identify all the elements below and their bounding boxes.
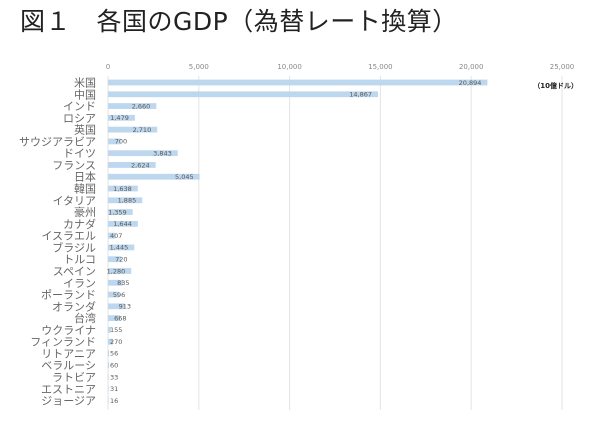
category-label: フィンランド <box>30 336 96 349</box>
bar <box>108 197 143 204</box>
chart-title: 図１ 各国のGDP（為替レート換算） <box>20 7 458 36</box>
data-label: 1,479 <box>110 114 129 122</box>
category-label: サウジアラビア <box>19 135 96 148</box>
bar <box>108 397 109 404</box>
bar <box>108 385 109 392</box>
bar <box>108 150 178 157</box>
category-labels: 米国中国インドロシア英国サウジアラビアドイツフランス日本韓国イタリア豪州カナダイ… <box>19 77 96 408</box>
data-label: 668 <box>114 314 126 322</box>
category-label: 米国 <box>74 77 96 90</box>
data-label: 31 <box>110 385 118 393</box>
category-label: ラトビア <box>52 371 96 384</box>
bar <box>108 326 111 333</box>
category-label: 中国 <box>74 88 96 101</box>
bar <box>108 362 110 369</box>
data-label: 16 <box>110 397 118 405</box>
category-label: 英国 <box>74 123 96 137</box>
category-label: イスラエル <box>41 230 96 243</box>
category-label: カナダ <box>63 217 96 231</box>
data-label: 835 <box>117 279 129 287</box>
bar <box>108 126 158 133</box>
category-label: ジョージア <box>41 395 96 408</box>
bar <box>108 232 116 239</box>
bar <box>108 173 200 180</box>
category-label: ブラジル <box>52 240 96 254</box>
x-tick-label: 20,000 <box>459 63 484 71</box>
bar <box>108 209 133 215</box>
x-tick-label: 0 <box>106 63 110 71</box>
data-label: 56 <box>110 350 118 358</box>
unit-label: （10億ドル） <box>533 81 578 90</box>
bar <box>108 303 125 310</box>
category-label: リトアニア <box>41 347 96 360</box>
x-tick-label: 25,000 <box>550 63 575 71</box>
data-label: 5,045 <box>175 173 194 181</box>
bar <box>108 79 488 86</box>
data-label: 20,894 <box>459 79 482 87</box>
data-label: 2,660 <box>132 102 151 110</box>
bar <box>108 256 122 263</box>
bar <box>108 268 132 274</box>
category-label: 日本 <box>74 170 96 184</box>
data-label: 2,710 <box>133 126 152 134</box>
category-label: トルコ <box>63 253 96 266</box>
data-label: 1,885 <box>118 197 137 205</box>
data-label: 1,644 <box>113 220 132 228</box>
bar <box>108 103 157 109</box>
bar <box>108 244 135 251</box>
category-label: ドイツ <box>63 147 96 160</box>
data-label: 1,359 <box>108 208 127 216</box>
category-label: ウクライナ <box>41 324 96 337</box>
category-label: イラン <box>63 277 96 290</box>
category-label: ベラルーシ <box>41 359 96 372</box>
data-label: 1,445 <box>110 244 129 252</box>
x-axis-tick-labels: 0 5,000 10,000 15,000 20,000 25,000 <box>106 63 574 71</box>
data-label: 14,867 <box>349 91 372 99</box>
data-label: 1,280 <box>107 267 126 275</box>
bar <box>108 350 110 357</box>
bar <box>108 279 124 286</box>
category-label: 台湾 <box>74 311 96 325</box>
data-label: 720 <box>115 256 127 264</box>
data-label: 270 <box>110 338 122 346</box>
category-label: 豪州 <box>74 205 96 219</box>
category-label: ポーランド <box>41 289 96 302</box>
category-label: ロシア <box>63 112 96 125</box>
bar <box>108 338 113 345</box>
data-label: 913 <box>119 303 131 311</box>
category-label: エストニア <box>41 383 96 396</box>
bar <box>108 138 121 145</box>
x-tick-label: 10,000 <box>277 63 302 71</box>
data-label: 2,624 <box>131 161 150 169</box>
category-label: イタリア <box>52 194 96 207</box>
x-tick-label: 15,000 <box>368 63 393 71</box>
x-tick-label: 5,000 <box>189 63 209 71</box>
bar <box>108 315 121 321</box>
gridlines <box>107 76 563 410</box>
bars <box>108 79 488 404</box>
category-label: スペイン <box>53 265 96 278</box>
bar <box>108 291 119 298</box>
category-label: オランダ <box>52 299 96 313</box>
data-label: 700 <box>115 138 127 146</box>
data-label: 60 <box>110 362 118 370</box>
data-label: 33 <box>110 373 118 381</box>
category-label: インド <box>63 100 96 113</box>
data-label: 3,843 <box>153 149 172 157</box>
bar <box>108 91 378 98</box>
data-label: 407 <box>110 232 122 240</box>
bar <box>108 185 138 192</box>
bar <box>108 162 156 168</box>
data-label: 596 <box>113 291 125 299</box>
category-label: フランス <box>52 159 96 172</box>
bar <box>108 114 135 121</box>
category-label: 韓国 <box>74 183 96 196</box>
bar <box>108 220 138 227</box>
bar <box>108 374 109 380</box>
data-label: 1,638 <box>113 185 132 193</box>
data-label: 155 <box>110 326 122 334</box>
